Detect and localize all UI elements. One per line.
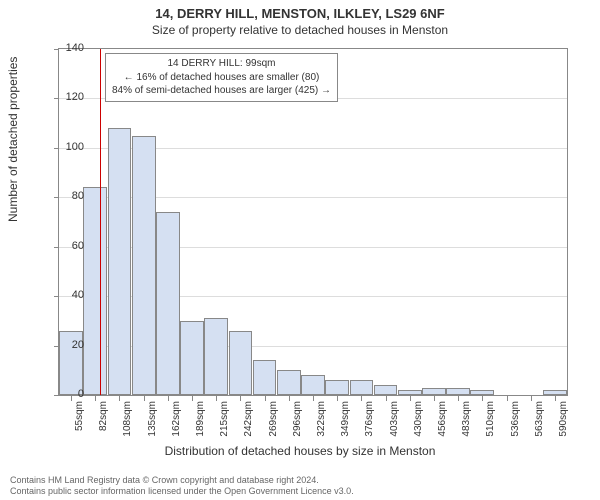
histogram-bar bbox=[543, 390, 567, 395]
xtick-mark bbox=[458, 396, 459, 401]
annotation-line: 14 DERRY HILL: 99sqm bbox=[112, 57, 331, 71]
ytick-label: 140 bbox=[44, 42, 84, 54]
histogram-bar bbox=[301, 375, 325, 395]
histogram-bar bbox=[83, 187, 107, 395]
y-axis-label: Number of detached properties bbox=[6, 57, 20, 222]
xtick-mark bbox=[386, 396, 387, 401]
xtick-mark bbox=[361, 396, 362, 401]
xtick-mark bbox=[119, 396, 120, 401]
annotation-line: ← 16% of detached houses are smaller (80… bbox=[112, 71, 331, 85]
histogram-bar bbox=[470, 390, 494, 395]
xtick-mark bbox=[168, 396, 169, 401]
ytick-label: 80 bbox=[44, 190, 84, 202]
footer-attribution: Contains HM Land Registry data © Crown c… bbox=[10, 475, 354, 496]
xtick-mark bbox=[289, 396, 290, 401]
plot-area: 55sqm82sqm108sqm135sqm162sqm189sqm215sqm… bbox=[58, 48, 568, 396]
histogram-bar bbox=[204, 318, 228, 395]
footer-line-2: Contains public sector information licen… bbox=[10, 486, 354, 496]
histogram-bar bbox=[156, 212, 180, 395]
xtick-mark bbox=[555, 396, 556, 401]
property-marker-line bbox=[100, 49, 101, 395]
ytick-label: 60 bbox=[44, 240, 84, 252]
histogram-bar bbox=[446, 388, 470, 395]
xtick-mark bbox=[482, 396, 483, 401]
histogram-bar bbox=[277, 370, 301, 395]
histogram-bar bbox=[374, 385, 398, 395]
ytick-label: 40 bbox=[44, 289, 84, 301]
xtick-mark bbox=[216, 396, 217, 401]
footer-line-1: Contains HM Land Registry data © Crown c… bbox=[10, 475, 354, 485]
annotation-box: 14 DERRY HILL: 99sqm← 16% of detached ho… bbox=[105, 53, 338, 102]
histogram-bar bbox=[422, 388, 446, 395]
histogram-bar bbox=[180, 321, 204, 395]
ytick-label: 20 bbox=[44, 339, 84, 351]
histogram-bar bbox=[229, 331, 253, 395]
chart-area: 55sqm82sqm108sqm135sqm162sqm189sqm215sqm… bbox=[58, 48, 568, 396]
xtick-mark bbox=[95, 396, 96, 401]
xtick-mark bbox=[434, 396, 435, 401]
annotation-line: 84% of semi-detached houses are larger (… bbox=[112, 84, 331, 98]
ytick-label: 120 bbox=[44, 91, 84, 103]
xtick-mark bbox=[410, 396, 411, 401]
xtick-mark bbox=[144, 396, 145, 401]
xtick-mark bbox=[337, 396, 338, 401]
ytick-label: 100 bbox=[44, 141, 84, 153]
x-axis-label: Distribution of detached houses by size … bbox=[0, 444, 600, 458]
xtick-mark bbox=[192, 396, 193, 401]
page-title-sub: Size of property relative to detached ho… bbox=[0, 21, 600, 37]
ytick-label: 0 bbox=[44, 388, 84, 400]
histogram-bar bbox=[132, 136, 156, 396]
xtick-mark bbox=[313, 396, 314, 401]
histogram-bar bbox=[253, 360, 277, 395]
histogram-bar bbox=[325, 380, 349, 395]
xtick-mark bbox=[531, 396, 532, 401]
xtick-mark bbox=[240, 396, 241, 401]
page-title-main: 14, DERRY HILL, MENSTON, ILKLEY, LS29 6N… bbox=[0, 0, 600, 21]
xtick-mark bbox=[265, 396, 266, 401]
histogram-bar bbox=[350, 380, 374, 395]
histogram-bar bbox=[108, 128, 132, 395]
xtick-mark bbox=[507, 396, 508, 401]
histogram-bar bbox=[398, 390, 422, 395]
